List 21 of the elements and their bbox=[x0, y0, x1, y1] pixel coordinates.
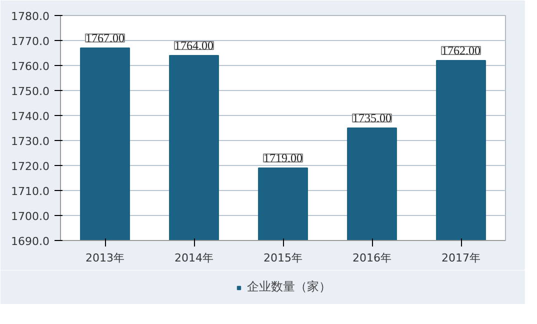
x-tick-label: 2015年 bbox=[264, 252, 303, 264]
x-tick-label: 2013年 bbox=[86, 252, 125, 264]
y-tick-label: 1730.0 bbox=[11, 135, 50, 148]
y-tick-label: 1700.0 bbox=[11, 210, 50, 223]
data-label: 1762.00 bbox=[442, 44, 480, 58]
data-label: 1719.00 bbox=[264, 151, 302, 165]
x-tick-label: 2016年 bbox=[352, 252, 392, 264]
y-tick-label: 1710.0 bbox=[11, 185, 50, 198]
y-tick-label: 1760.0 bbox=[11, 60, 50, 73]
x-tick-label: 2014年 bbox=[174, 252, 214, 264]
x-tick-label: 2017年 bbox=[442, 252, 481, 264]
y-tick-label: 1690.0 bbox=[11, 235, 50, 248]
y-tick-label: 1720.0 bbox=[11, 160, 50, 173]
y-tick-label: 1750.0 bbox=[11, 85, 50, 98]
y-tick-label: 1770.0 bbox=[11, 35, 50, 48]
data-label: 1735.00 bbox=[352, 111, 392, 125]
y-tick-label: 1740.0 bbox=[11, 110, 50, 123]
legend-label: 企业数量（家） bbox=[247, 278, 331, 296]
data-label: 1764.00 bbox=[174, 38, 214, 52]
y-tick-label: 1780.0 bbox=[11, 10, 50, 23]
data-label: 1767.00 bbox=[86, 31, 124, 45]
